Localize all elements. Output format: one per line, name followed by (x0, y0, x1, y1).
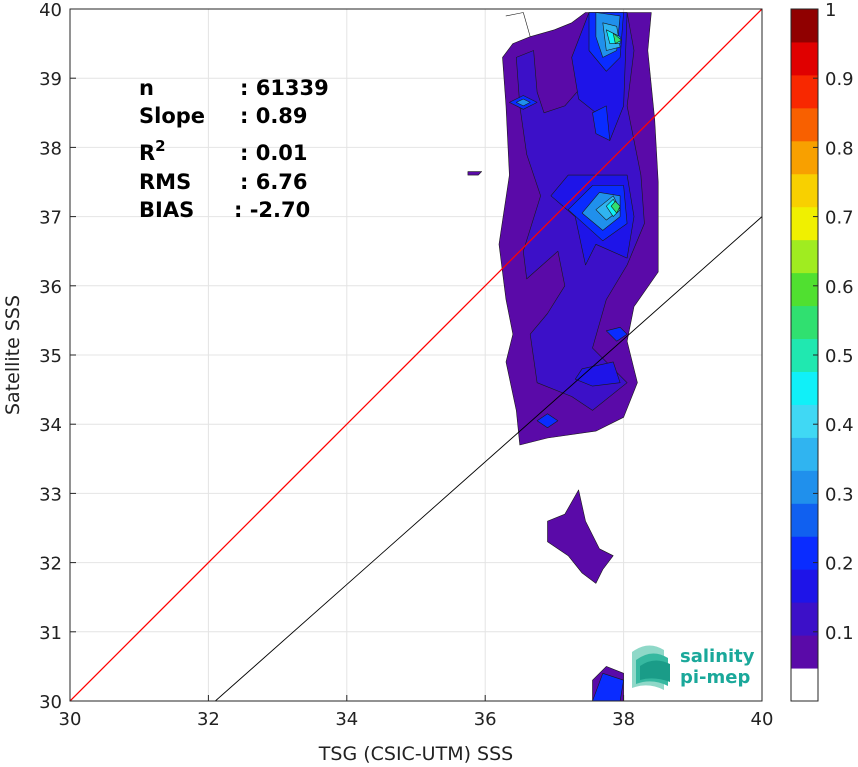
x-axis-label: TSG (CSIC-UTM) SSS (318, 743, 513, 765)
colorbar-segment (791, 635, 818, 669)
salinity-pi-mep-logo: salinity pi-mep (632, 645, 755, 690)
colorbar-segment (791, 173, 818, 208)
colorbar-segment (791, 9, 818, 43)
colorbar-segment (791, 404, 818, 438)
stat-value: : -2.70 (234, 198, 310, 222)
y-tick-label: 34 (39, 415, 62, 436)
density-region (574, 361, 621, 387)
density-region (592, 672, 624, 701)
density-region (612, 32, 622, 44)
colorbar-segment (791, 668, 818, 702)
x-axis-ticks: 30 32 34 36 38 40 (59, 695, 774, 730)
colorbar-segment (791, 569, 818, 603)
density-region (547, 489, 614, 584)
x-tick-label: 34 (335, 709, 358, 730)
density-region (515, 98, 531, 107)
x-tick-label: 30 (59, 709, 82, 730)
density-region (610, 201, 621, 214)
colorbar-tick-label: 0.6 (825, 277, 854, 298)
y-tick-label: 37 (39, 208, 62, 229)
colorbar-tick-label: 0.8 (825, 138, 854, 159)
y-axis-ticks: 30 31 32 33 34 35 36 37 38 39 40 (39, 0, 76, 713)
y-tick-label: 35 (39, 346, 62, 367)
colorbar-segment (791, 206, 818, 241)
logo-text-salinity: salinity (680, 646, 755, 667)
colorbar-segment (791, 107, 818, 142)
colorbar-segment (791, 239, 818, 274)
reference-lines (70, 9, 762, 701)
colorbar-tick-label: 1 (825, 0, 836, 21)
density-region (605, 326, 628, 342)
y-tick-label: 40 (39, 0, 62, 21)
colorbar-tick-label: 0.9 (825, 69, 854, 90)
logo-text-pimep: pi-mep (680, 667, 750, 688)
y-tick-label: 33 (39, 484, 62, 505)
colorbar-tick-label: 0.4 (825, 415, 854, 436)
colorbar-segment (791, 140, 818, 175)
density-region (592, 105, 611, 141)
y-tick-label: 30 (39, 692, 62, 713)
colorbar-segment (791, 371, 818, 405)
y-axis-label: Satellite SSS (2, 295, 24, 415)
stat-label: RMS (139, 170, 191, 194)
colorbar-segment (791, 602, 818, 636)
colorbar-segment (791, 41, 818, 76)
y-tick-label: 39 (39, 69, 62, 90)
colorbar-tick-label: 0.3 (825, 484, 854, 505)
y-tick-label: 31 (39, 623, 62, 644)
density-contours (467, 12, 659, 701)
grid (69, 8, 763, 702)
stat-label: Slope (139, 104, 205, 128)
stat-label: n (139, 76, 154, 100)
colorbar-segment (791, 437, 818, 471)
colorbar-segment (791, 305, 818, 340)
y-tick-label: 32 (39, 554, 62, 575)
colorbar-segment (791, 470, 818, 504)
stat-label: BIAS (139, 198, 194, 222)
density-region (536, 413, 559, 429)
one-to-one-line (70, 9, 762, 701)
wave-logo-icon (632, 645, 670, 690)
stat-value: : 6.76 (240, 170, 308, 194)
density-region (467, 171, 483, 176)
colorbar-segment (791, 74, 818, 109)
x-tick-label: 32 (197, 709, 220, 730)
y-tick-label: 36 (39, 277, 62, 298)
y-tick-label: 38 (39, 138, 62, 159)
x-tick-label: 40 (751, 709, 774, 730)
x-tick-label: 36 (474, 709, 497, 730)
colorbar-segment (791, 272, 818, 307)
colorbar: 0.1 0.2 0.3 0.4 0.5 0.6 0.7 0.8 0.9 1 (790, 0, 854, 702)
colorbar-tick-label: 0.5 (825, 346, 854, 367)
colorbar-tick-label: 0.1 (825, 623, 854, 644)
stat-value: : 0.01 (240, 141, 308, 165)
colorbar-segment (791, 503, 818, 537)
colorbar-segment (791, 536, 818, 570)
stat-value: : 61339 (240, 76, 329, 100)
colorbar-tick-label: 0.2 (825, 554, 854, 575)
stat-value: : 0.89 (240, 104, 308, 128)
colorbar-tick-label: 0.7 (825, 208, 854, 229)
regression-line (215, 216, 762, 701)
x-tick-label: 38 (612, 709, 635, 730)
